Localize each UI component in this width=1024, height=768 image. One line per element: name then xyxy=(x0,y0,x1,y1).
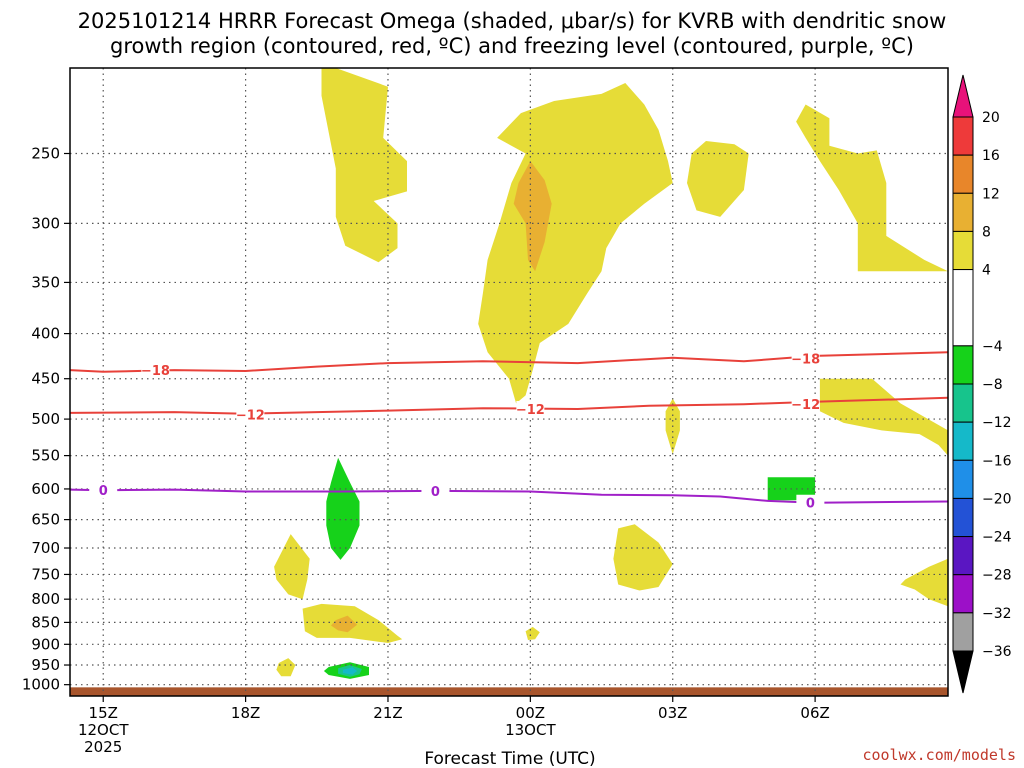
contour-label-2-0: 0 xyxy=(89,482,118,499)
y-tick-label-600: 600 xyxy=(31,480,60,498)
colorbar-over-arrow xyxy=(952,74,974,118)
omega-region-11 xyxy=(525,626,540,640)
omega-region-8 xyxy=(274,534,310,600)
colorbar-label-3: 8 xyxy=(982,224,991,240)
svg-text:0: 0 xyxy=(99,484,108,499)
y-tick-label-250: 250 xyxy=(31,144,60,162)
svg-text:−18: −18 xyxy=(141,364,170,379)
omega-region-18 xyxy=(342,667,358,675)
y-tick-label-750: 750 xyxy=(31,565,60,583)
colorbar-label-8: −16 xyxy=(982,453,1012,469)
contour-label-2-1: 0 xyxy=(421,482,450,500)
colorbar-band-4 xyxy=(952,269,974,347)
omega-region-0 xyxy=(321,68,407,263)
colorbar-band-12 xyxy=(952,612,974,652)
y-tick-label-1000: 1000 xyxy=(22,676,60,694)
colorbar-band-11 xyxy=(952,574,974,614)
colorbar-label-5: −4 xyxy=(982,339,1003,355)
colorbar-label-10: −24 xyxy=(982,530,1012,546)
y-tick-label-300: 300 xyxy=(31,214,60,232)
omega-region-7 xyxy=(613,524,673,591)
colorbar-band-3 xyxy=(952,230,974,271)
colorbar-label-1: 16 xyxy=(982,148,1000,164)
x-tick-label-9-1: 13OCT xyxy=(505,721,556,739)
y-tick-label-550: 550 xyxy=(31,447,60,465)
colorbar-label-0: 20 xyxy=(982,110,1000,126)
colorbar-band-9 xyxy=(952,497,974,538)
omega-region-5 xyxy=(900,558,948,607)
contour-label-0-0: −18 xyxy=(141,362,170,379)
contour-line-1 xyxy=(70,396,948,415)
svg-text:−18: −18 xyxy=(791,353,820,368)
y-tick-label-950: 950 xyxy=(31,656,60,674)
colorbar-label-13: −36 xyxy=(982,644,1012,660)
contour-label-2-2: 0 xyxy=(796,494,825,512)
omega-region-1 xyxy=(478,83,673,404)
omega-region-13 xyxy=(331,615,358,633)
y-tick-label-350: 350 xyxy=(31,273,60,291)
x-tick-label-0-0: 15Z xyxy=(89,704,118,722)
y-tick-label-800: 800 xyxy=(31,590,60,608)
x-tick-label-0-1: 12OCT xyxy=(78,721,129,739)
colorbar-band-1 xyxy=(952,154,974,194)
y-tick-label-900: 900 xyxy=(31,635,60,653)
plot-frame xyxy=(69,67,949,697)
site-credit: coolwx.com/models xyxy=(862,746,1016,764)
omega-region-10 xyxy=(276,658,296,677)
x-axis-title: Forecast Time (UTC) xyxy=(424,749,595,768)
omega-region-14 xyxy=(326,457,360,560)
svg-text:0: 0 xyxy=(431,485,440,500)
svg-text:−12: −12 xyxy=(516,403,545,418)
chart-title-line2: growth region (contoured, red, ºC) and f… xyxy=(110,34,914,58)
y-tick-label-400: 400 xyxy=(31,325,60,343)
svg-text:−12: −12 xyxy=(236,408,265,423)
colorbar-band-7 xyxy=(952,421,974,461)
y-tick-label-650: 650 xyxy=(31,511,60,529)
colorbar-label-4: 4 xyxy=(982,263,991,279)
svg-text:0: 0 xyxy=(806,497,815,512)
colorbar-label-2: 12 xyxy=(982,186,1000,202)
x-tick-label-9-0: 00Z xyxy=(516,704,545,722)
omega-region-4 xyxy=(819,378,948,456)
contour-label-0-1: −18 xyxy=(791,350,820,368)
colorbar-band-2 xyxy=(952,192,974,232)
plot-content: −18 −18 −12 −12 −12 0 0 0 xyxy=(70,68,948,696)
colorbar-label-11: −28 xyxy=(982,568,1012,584)
colorbar-band-0 xyxy=(952,116,974,156)
colorbar-label-6: −8 xyxy=(982,377,1003,393)
y-tick-label-500: 500 xyxy=(31,410,60,428)
x-tick-label-15-0: 06Z xyxy=(800,704,829,722)
colorbar-label-7: −12 xyxy=(982,415,1012,431)
colorbar: 20 16 12 8 4 −4 −8 −12 −16 −20 −24 −28 −32 −36 xyxy=(952,74,1012,694)
y-tick-label-850: 850 xyxy=(31,613,60,631)
colorbar-band-5 xyxy=(952,345,974,385)
colorbar-band-8 xyxy=(952,459,974,499)
omega-region-12 xyxy=(513,161,552,272)
x-tick-label-6-0: 21Z xyxy=(373,704,402,722)
omega-region-3 xyxy=(796,104,948,272)
colorbar-band-10 xyxy=(952,536,974,576)
omega-region-2 xyxy=(687,141,749,217)
colorbar-label-12: −32 xyxy=(982,606,1012,622)
contour-line-2 xyxy=(70,488,948,504)
chart-title-line1: 2025101214 HRRR Forecast Omega (shaded, … xyxy=(78,9,947,33)
x-tick-label-12-0: 03Z xyxy=(658,704,687,722)
colorbar-band-6 xyxy=(952,383,974,423)
colorbar-under-arrow xyxy=(952,650,974,694)
svg-text:−12: −12 xyxy=(791,398,820,413)
surface-terrain xyxy=(70,687,948,696)
y-tick-label-700: 700 xyxy=(31,539,60,557)
colorbar-label-9: −20 xyxy=(982,491,1012,507)
x-tick-label-0-2: 2025 xyxy=(84,738,122,756)
contour-label-1-0: −12 xyxy=(236,406,265,423)
y-tick-label-450: 450 xyxy=(31,370,60,388)
contour-label-1-1: −12 xyxy=(516,400,545,418)
x-tick-label-3-0: 18Z xyxy=(231,704,260,722)
contour-label-1-2: −12 xyxy=(791,396,820,413)
plot-area: −18 −18 −12 −12 −12 0 0 0 250 300 350 400 450 500 550 6… xyxy=(22,67,949,756)
